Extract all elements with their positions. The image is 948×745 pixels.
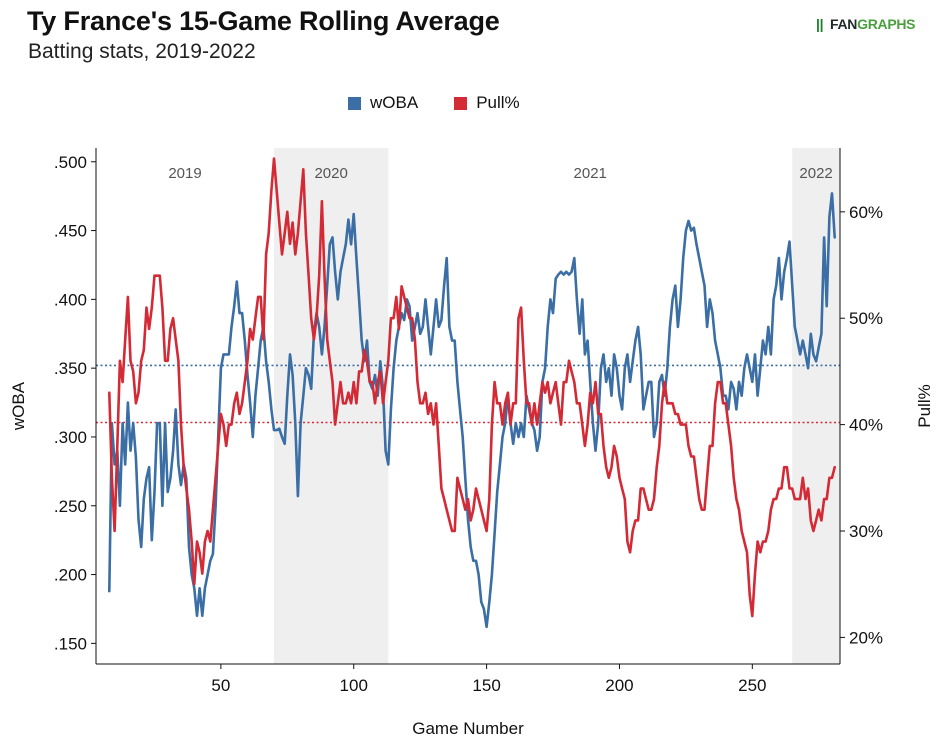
- y-tick-label: .400: [54, 290, 87, 309]
- series-line-pull: [108, 157, 836, 618]
- y-tick-label: .350: [54, 359, 87, 378]
- season-band-2022: [792, 148, 840, 664]
- x-tick-label: 200: [605, 676, 633, 695]
- legend-swatch-woba: [348, 96, 361, 110]
- legend-label-woba: wOBA: [370, 93, 419, 112]
- legend-item-pull: Pull%: [454, 93, 520, 113]
- y-tick-label: .450: [54, 222, 87, 241]
- chart-title: Ty France's 15-Game Rolling Average: [27, 6, 500, 36]
- y-tick-label: .200: [54, 566, 87, 585]
- x-tick-label: 100: [340, 676, 368, 695]
- x-tick-label: 150: [472, 676, 500, 695]
- x-tick-label: 250: [738, 676, 766, 695]
- x-axis-label: Game Number: [412, 719, 524, 738]
- logo-text-fan: FAN: [830, 16, 858, 32]
- series-line-woba: [108, 192, 836, 629]
- y2-tick-label: 30%: [849, 522, 883, 541]
- y2-axis-label: Pull%: [915, 384, 934, 427]
- y2-tick-label: 20%: [849, 628, 883, 647]
- y-tick-label: .150: [54, 634, 87, 653]
- legend-label-pull: Pull%: [476, 93, 520, 112]
- y-tick-label: .500: [54, 153, 87, 172]
- x-tick-label: 50: [211, 676, 230, 695]
- legend-swatch-pull: [454, 96, 468, 110]
- y2-tick-label: 40%: [849, 416, 883, 435]
- chart-legend: wOBA Pull%: [348, 93, 520, 113]
- y-tick-label: .250: [54, 497, 87, 516]
- logo-mark-icon: ||: [816, 16, 824, 32]
- y2-tick-label: 60%: [849, 203, 883, 222]
- season-label-2022: 2022: [799, 165, 832, 182]
- season-label-2020: 2020: [314, 165, 347, 182]
- chart-subtitle: Batting stats, 2019-2022: [28, 40, 256, 63]
- season-label-2021: 2021: [574, 165, 607, 182]
- fangraphs-logo: || FANGRAPHS: [816, 16, 916, 32]
- y-tick-label: .300: [54, 428, 87, 447]
- y2-tick-label: 50%: [849, 309, 883, 328]
- season-label-2019: 2019: [168, 165, 201, 182]
- y-axis-label: wOBA: [9, 381, 28, 431]
- logo-text-graphs: GRAPHS: [857, 16, 916, 32]
- legend-item-woba: wOBA: [348, 93, 418, 113]
